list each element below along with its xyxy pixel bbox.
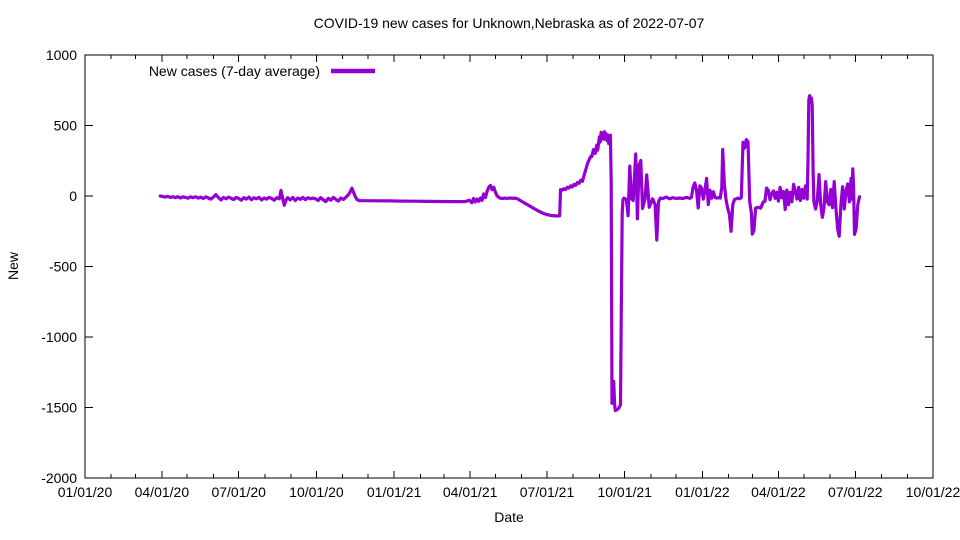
axis-ticks — [84, 54, 934, 479]
x-tick-label: 04/01/21 — [443, 484, 498, 500]
y-tick-label: 0 — [69, 188, 77, 204]
data-line-new-cases — [158, 94, 862, 413]
y-tick-label: -1000 — [41, 329, 77, 345]
y-tick-label: 1000 — [46, 47, 77, 63]
x-tick-label: 07/01/21 — [520, 484, 575, 500]
x-tick-label: 07/01/20 — [211, 484, 266, 500]
plot-area — [84, 54, 934, 479]
y-tick-label: -500 — [49, 259, 77, 275]
x-tick-label: 01/01/20 — [58, 484, 113, 500]
x-tick-label: 04/01/22 — [751, 484, 806, 500]
x-axis-label: Date — [494, 509, 524, 525]
x-tick-label: 10/01/22 — [906, 484, 960, 500]
y-tick-label: -1500 — [41, 400, 77, 416]
legend-label: New cases (7-day average) — [149, 63, 320, 79]
y-tick-label: -2000 — [41, 470, 77, 486]
x-tick-label: 10/01/21 — [597, 484, 652, 500]
x-tick-label: 01/01/21 — [367, 484, 422, 500]
y-tick-label: 500 — [54, 118, 78, 134]
x-tick-label: 01/01/22 — [675, 484, 730, 500]
legend: New cases (7-day average) — [149, 63, 375, 79]
x-tick-label: 10/01/20 — [289, 484, 344, 500]
x-tick-label: 04/01/20 — [135, 484, 190, 500]
y-axis-label: New — [5, 251, 21, 280]
chart-title: COVID-19 new cases for Unknown,Nebraska … — [314, 15, 705, 31]
x-tick-label: 07/01/22 — [828, 484, 883, 500]
